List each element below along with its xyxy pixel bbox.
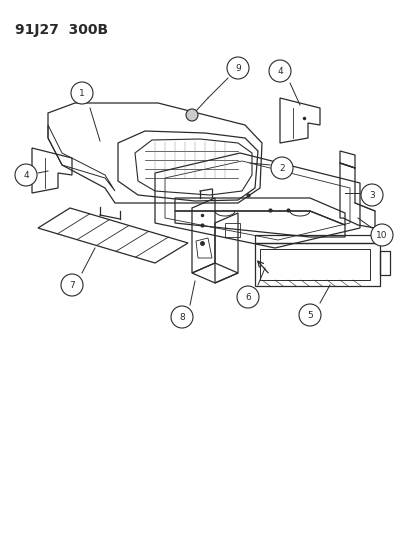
Text: 1: 1	[79, 88, 85, 98]
Circle shape	[71, 82, 93, 104]
Circle shape	[271, 157, 292, 179]
Text: 3: 3	[368, 190, 374, 199]
Text: 4: 4	[277, 67, 282, 76]
Text: 9: 9	[235, 63, 240, 72]
Circle shape	[61, 274, 83, 296]
Text: 91J27  300B: 91J27 300B	[15, 23, 108, 37]
Circle shape	[370, 224, 392, 246]
Circle shape	[360, 184, 382, 206]
Text: 4: 4	[23, 171, 29, 180]
Circle shape	[226, 57, 248, 79]
Text: 2: 2	[278, 164, 284, 173]
Circle shape	[236, 286, 259, 308]
Circle shape	[298, 304, 320, 326]
Text: 6: 6	[244, 293, 250, 302]
Text: 10: 10	[375, 230, 387, 239]
Text: 8: 8	[179, 312, 185, 321]
Circle shape	[268, 60, 290, 82]
Text: 7: 7	[69, 280, 75, 289]
Circle shape	[15, 164, 37, 186]
Circle shape	[171, 306, 192, 328]
Text: 5: 5	[306, 311, 312, 319]
Circle shape	[185, 109, 197, 121]
